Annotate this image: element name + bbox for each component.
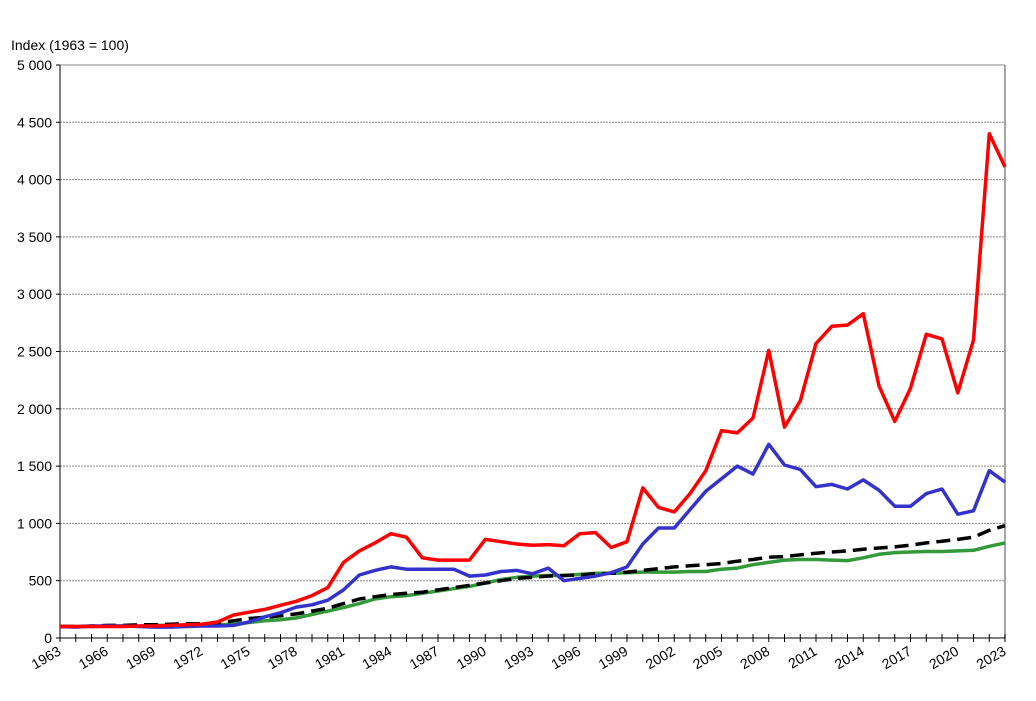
x-tick-label: 1972 — [170, 643, 205, 673]
x-tick-label: 1996 — [548, 643, 583, 673]
x-tick-label: 2011 — [785, 643, 819, 672]
x-tick-label: 1981 — [312, 643, 347, 673]
y-tick-label: 4 000 — [17, 172, 52, 188]
x-tick-label: 2020 — [926, 643, 961, 673]
x-tick-label: 2005 — [690, 643, 725, 673]
x-tick-label: 1963 — [29, 643, 64, 673]
series-lines — [59, 132, 1007, 629]
y-tick-label: 3 500 — [17, 229, 52, 245]
x-axis-ticks: 1963 1966 1969 1972 1975 1978 1981 1984 1987 1990… — [29, 634, 1009, 672]
y-tick-label: 2 500 — [17, 344, 52, 360]
y-tick-label: 5 000 — [17, 57, 52, 73]
x-tick-label: 2017 — [879, 643, 914, 673]
x-tick-label: 1969 — [123, 643, 158, 673]
x-tick-label: 2002 — [643, 643, 678, 673]
x-tick-label: 1975 — [218, 643, 253, 673]
x-tick-label: 1990 — [454, 643, 489, 673]
green-series-line — [60, 541, 1006, 629]
blue-series-line — [59, 442, 1007, 629]
y-tick-label: 1 500 — [17, 458, 52, 474]
x-tick-label: 1984 — [359, 643, 394, 673]
x-tick-label: 1966 — [76, 643, 111, 673]
x-tick-label: 1978 — [265, 643, 300, 673]
y-tick-label: 2 000 — [17, 401, 52, 417]
y-tick-label: 500 — [29, 573, 53, 589]
gridlines — [60, 121, 1005, 582]
y-axis-ticks: 0 500 1 000 1 500 2 000 2 500 3 000 3 500 4 000 4… — [17, 57, 60, 646]
y-tick-label: 3 000 — [17, 286, 52, 302]
x-tick-label: 2014 — [832, 643, 867, 673]
y-tick-label: 0 — [44, 630, 52, 646]
y-tick-label: 4 500 — [17, 114, 52, 130]
x-tick-label: 2023 — [974, 643, 1009, 673]
x-tick-label: 1999 — [596, 643, 631, 673]
x-tick-label: 1987 — [407, 643, 442, 673]
x-tick-label: 2008 — [737, 643, 772, 673]
x-tick-label: 1993 — [501, 643, 536, 673]
y-axis-title: Index (1963 = 100) — [11, 37, 129, 53]
y-tick-label: 1 000 — [17, 515, 52, 531]
red-series-line — [60, 132, 1007, 629]
